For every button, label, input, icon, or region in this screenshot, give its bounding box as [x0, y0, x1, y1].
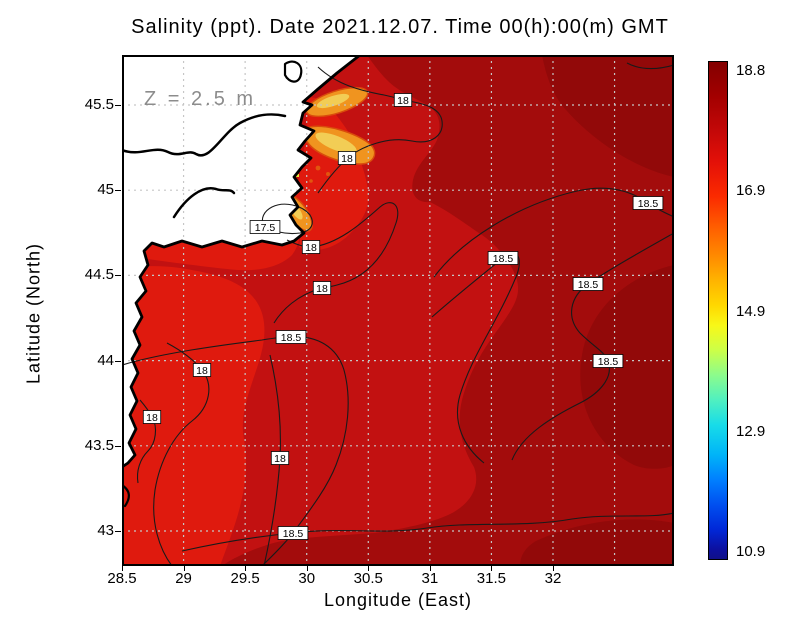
contour-label: 18	[397, 95, 409, 107]
colorbar-tick-label: 12.9	[736, 422, 766, 440]
y-tick-label: 44.5	[84, 266, 114, 284]
contour-label: 18.5	[283, 528, 304, 540]
contour-label: 18.5	[493, 253, 514, 265]
y-tick-label: 44	[97, 351, 114, 369]
x-tick-mark	[183, 566, 185, 571]
x-tick-mark	[368, 566, 370, 571]
colorbar-tick-label: 14.9	[736, 302, 766, 320]
x-tick-label: 29.5	[230, 570, 260, 587]
colorbar-tick-label: 16.9	[736, 182, 766, 200]
contour-label: 18	[305, 242, 317, 254]
x-tick-mark	[491, 566, 493, 571]
salinity-darkest-patches	[520, 55, 674, 566]
y-tick-mark	[115, 275, 121, 277]
contour-label: 17.5	[255, 222, 276, 234]
x-tick-mark	[429, 566, 431, 571]
contour-label: 18.5	[598, 356, 619, 368]
y-tick-mark	[115, 531, 121, 532]
contour-label: 18.5	[578, 279, 599, 291]
contour-label: 18.5	[638, 198, 659, 210]
x-axis-title: Longitude (East)	[323, 590, 473, 610]
y-axis-title: Latitude (North)	[23, 242, 44, 385]
x-tick-mark	[552, 566, 554, 571]
y-tick-mark	[115, 190, 121, 192]
x-tick-label: 31.5	[476, 570, 506, 587]
y-tick-mark	[115, 105, 121, 106]
x-tick-label: 28.5	[107, 570, 137, 587]
x-tick-label: 30.5	[353, 570, 383, 587]
y-tick-label: 45.5	[84, 96, 114, 113]
y-tick-label: 43	[97, 522, 114, 539]
contour-labels: 18 18 17.5 18 18.5 18.5 18 18.5 18.5 18 18.5 18 18 18…	[142, 93, 664, 540]
figure-title: Salinity (ppt). Date 2021.12.07. Time 00…	[131, 16, 669, 38]
depth-annotation: Z = 2.5 m	[144, 88, 256, 110]
colorbar	[708, 61, 728, 560]
contour-label: 18.5	[281, 332, 302, 344]
y-tick-label: 43.5	[84, 436, 114, 454]
contour-label: 18	[196, 365, 208, 377]
colorbar-tick-label: 10.9	[736, 543, 766, 561]
x-tick-label: 31	[421, 570, 439, 587]
contour-label: 18	[146, 412, 158, 424]
x-tick-mark	[122, 566, 123, 571]
contour-label: 18	[341, 153, 353, 165]
x-tick-mark	[306, 566, 308, 571]
salinity-dark-region	[222, 55, 674, 566]
land-mass	[122, 55, 360, 467]
plot-border	[122, 55, 674, 566]
coastline	[122, 55, 362, 508]
contour-label: 18	[274, 453, 286, 465]
y-tick-mark	[115, 445, 121, 447]
x-tick-mark	[245, 566, 247, 571]
colorbar-tick-label: 18.8	[736, 62, 766, 79]
x-tick-label: 29	[175, 570, 192, 587]
contour-label: 18	[316, 283, 328, 295]
x-tick-label: 32	[544, 570, 562, 587]
x-tick-label: 30	[298, 570, 316, 587]
y-tick-label: 45	[97, 181, 114, 199]
y-tick-mark	[115, 360, 121, 362]
